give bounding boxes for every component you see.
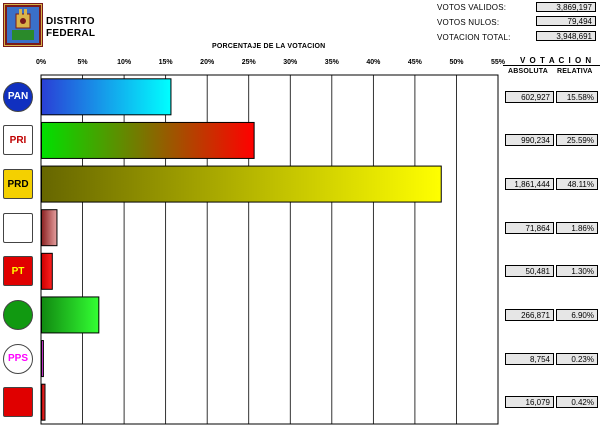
pvem-logo-icon (3, 299, 33, 330)
pdm-logo-icon (3, 387, 33, 418)
tick-label: 45% (408, 59, 423, 66)
pps-logo-icon: PPS (3, 343, 33, 374)
valid-votes-label: VOTOS VALIDOS: (437, 3, 507, 12)
total-votes-label: VOTACION TOTAL: (437, 33, 511, 42)
tick-label: 0% (36, 59, 47, 66)
bar-pvem (41, 296, 100, 334)
relative-column-header: RELATIVA (557, 68, 593, 75)
tick-label: 20% (200, 59, 215, 66)
relative-votes-value: 0.23% (556, 352, 598, 365)
absolute-votes-value: 50,481 (505, 265, 554, 278)
relative-votes-value: 0.42% (556, 396, 598, 409)
pri-logo-icon: PRI (3, 125, 33, 156)
absolute-votes-value: 8,754 (505, 352, 554, 365)
region-subtitle: FEDERAL (46, 28, 96, 39)
tick-label: 55% (491, 59, 506, 66)
absolute-votes-value: 71,864 (505, 221, 554, 234)
absolute-votes-value: 1,861,444 (505, 178, 554, 191)
tick-label: 25% (242, 59, 257, 66)
valid-votes-value: 3,869,197 (536, 2, 596, 12)
tick-label: 40% (366, 59, 381, 66)
prd-logo-icon: PRD (3, 169, 33, 200)
absolute-column-header: ABSOLUTA (508, 68, 548, 75)
absolute-votes-value: 266,871 (505, 308, 554, 321)
bar-pan (41, 78, 172, 116)
region-title: DISTRITO (46, 16, 95, 27)
absolute-votes-value: 16,079 (505, 396, 554, 409)
bar-pps (41, 340, 44, 378)
relative-votes-value: 25.59% (556, 134, 598, 147)
absolute-votes-value: 990,234 (505, 134, 554, 147)
votes-header: V O T A C I O N (520, 56, 593, 65)
chart-title: PORCENTAJE DE LA VOTACION (212, 43, 326, 50)
bar-pdm (41, 383, 46, 421)
bar-prd (41, 165, 442, 203)
null-votes-label: VOTOS NULOS: (437, 18, 500, 27)
absolute-votes-value: 602,927 (505, 90, 554, 103)
pt-logo-icon: PT (3, 256, 33, 287)
tick-label: 15% (159, 59, 174, 66)
pan-logo-icon: PAN (3, 81, 33, 112)
relative-votes-value: 1.86% (556, 221, 598, 234)
pc-logo-icon (3, 212, 33, 243)
bar-pri (41, 121, 255, 159)
tick-label: 35% (325, 59, 340, 66)
coat-of-arms-icon (3, 3, 43, 47)
votes-header-rule (503, 65, 600, 66)
tick-label: 10% (117, 59, 132, 66)
relative-votes-value: 1.30% (556, 265, 598, 278)
tick-label: 50% (449, 59, 464, 66)
bar-pt (41, 252, 53, 290)
bar-pc (41, 209, 58, 247)
relative-votes-value: 6.90% (556, 308, 598, 321)
tick-label: 5% (77, 59, 88, 66)
tick-label: 30% (283, 59, 298, 66)
relative-votes-value: 48.11% (556, 178, 598, 191)
null-votes-value: 79,494 (536, 16, 596, 26)
relative-votes-value: 15.58% (556, 90, 598, 103)
total-votes-value: 3,948,691 (536, 31, 596, 41)
